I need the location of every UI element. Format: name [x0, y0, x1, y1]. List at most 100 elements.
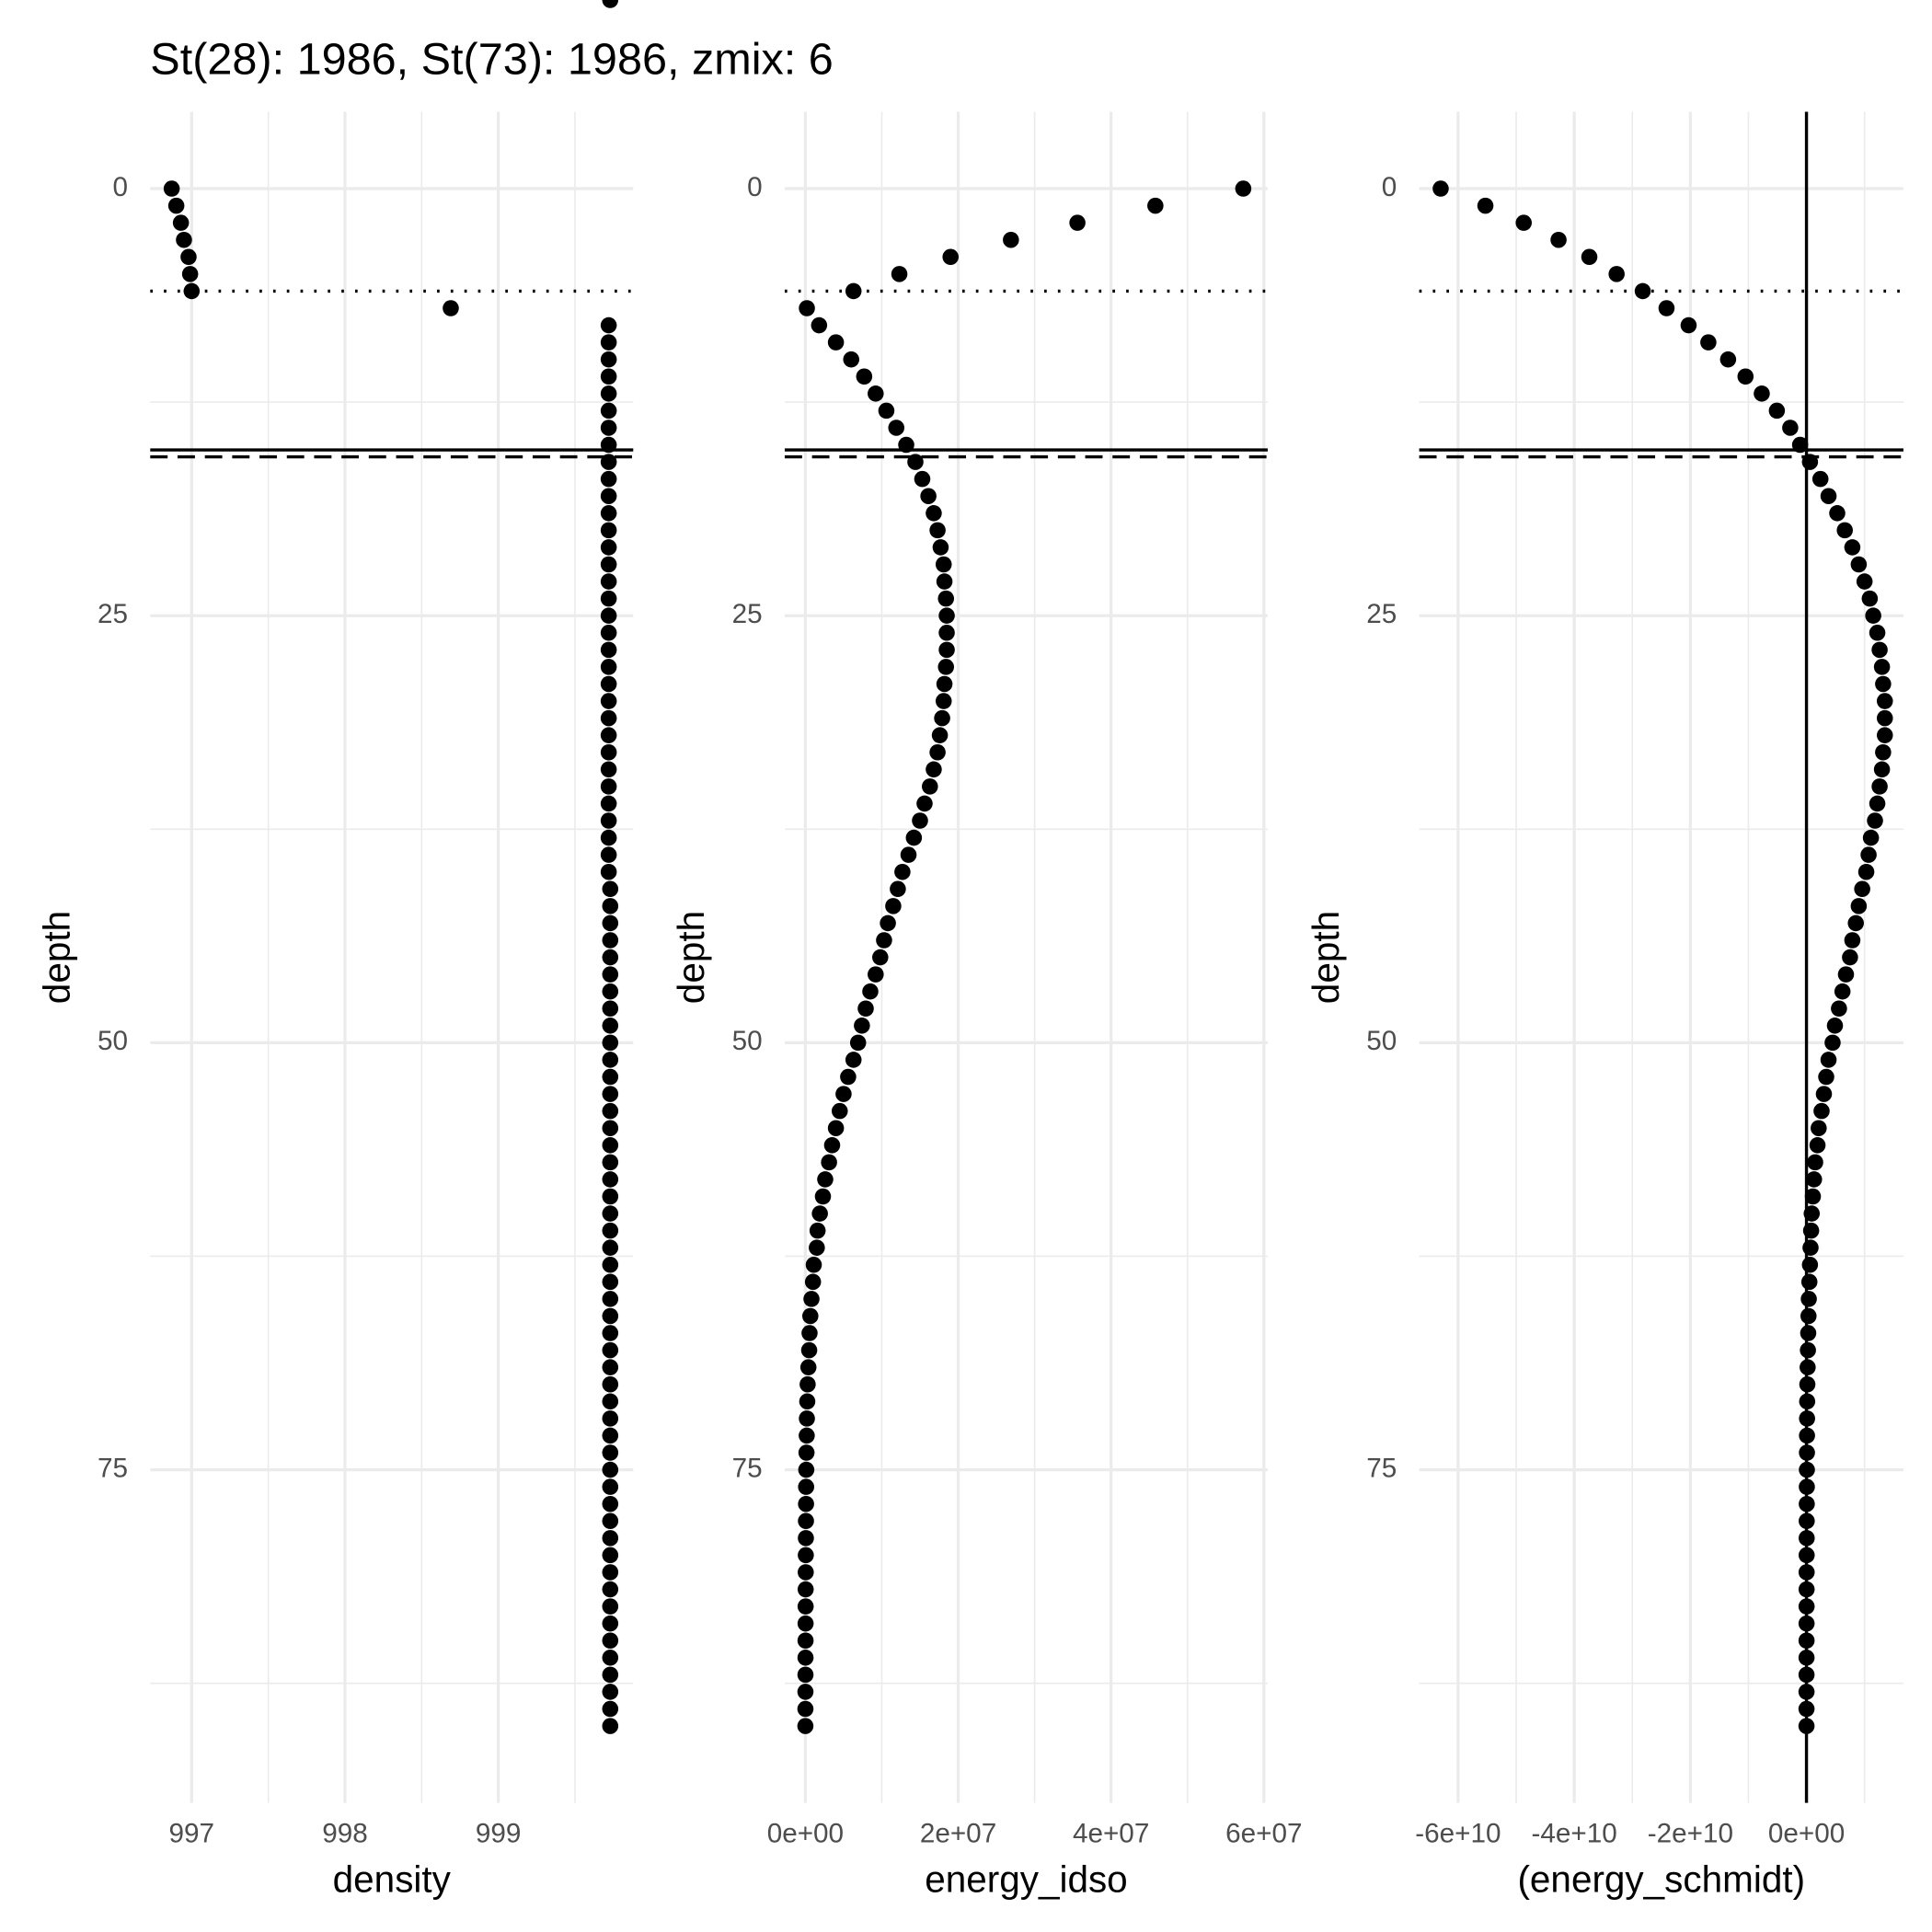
- point: [798, 1512, 814, 1530]
- point: [798, 1530, 814, 1547]
- point: [797, 1632, 814, 1650]
- point: [1799, 1512, 1815, 1530]
- point: [600, 727, 617, 743]
- point: [1869, 624, 1886, 641]
- point: [600, 470, 617, 488]
- point: [1802, 1222, 1820, 1239]
- point: [1799, 1393, 1816, 1410]
- point: [602, 1052, 619, 1068]
- point: [1834, 983, 1851, 1000]
- point: [1069, 214, 1086, 231]
- point: [1820, 1052, 1837, 1068]
- y-tick-label: 75: [732, 1453, 763, 1483]
- point: [1680, 316, 1697, 334]
- point: [602, 1700, 619, 1718]
- y-tick-label: 75: [98, 1453, 128, 1483]
- point: [1799, 1530, 1815, 1547]
- point: [821, 1154, 837, 1171]
- point: [602, 1410, 619, 1427]
- point: [799, 300, 815, 316]
- point: [797, 1700, 814, 1718]
- point: [876, 932, 892, 949]
- point: [942, 248, 959, 266]
- point: [1800, 1291, 1817, 1307]
- point: [1798, 1684, 1815, 1700]
- point: [600, 334, 617, 351]
- point: [936, 573, 953, 590]
- point: [1799, 1461, 1815, 1478]
- point: [811, 1205, 828, 1222]
- point: [1857, 863, 1875, 880]
- point: [1800, 1273, 1818, 1291]
- point: [600, 641, 617, 659]
- point: [1700, 334, 1717, 351]
- point: [1807, 1154, 1823, 1171]
- point: [1826, 1018, 1844, 1034]
- point: [602, 1086, 619, 1102]
- point: [797, 1718, 814, 1734]
- point: [1737, 368, 1754, 385]
- point: [602, 914, 619, 932]
- y-axis-title: depth: [1305, 911, 1347, 1004]
- x-tick-label: 998: [322, 1819, 368, 1849]
- x-tick-label: 4e+07: [1073, 1819, 1149, 1849]
- y-axis-title: depth: [670, 911, 712, 1004]
- point: [935, 693, 952, 709]
- point: [600, 402, 617, 420]
- point: [172, 214, 190, 231]
- point: [1798, 1718, 1815, 1734]
- point: [602, 1291, 619, 1307]
- point: [600, 368, 617, 385]
- point: [1798, 1581, 1815, 1598]
- point: [600, 351, 617, 368]
- point: [600, 863, 617, 880]
- point: [1829, 505, 1846, 522]
- point: [602, 1666, 619, 1684]
- point: [878, 402, 895, 420]
- point: [602, 1222, 619, 1239]
- x-tick-label: 0e+00: [1768, 1819, 1845, 1849]
- point: [805, 1256, 822, 1273]
- point: [854, 1018, 870, 1034]
- point: [1844, 932, 1861, 949]
- point: [600, 659, 617, 675]
- point: [872, 949, 889, 966]
- point: [1871, 641, 1888, 659]
- point: [799, 1359, 817, 1375]
- point: [905, 829, 923, 846]
- point: [602, 1154, 619, 1171]
- point: [797, 1684, 814, 1700]
- point: [900, 846, 917, 863]
- point: [1754, 385, 1770, 402]
- point: [1802, 1239, 1819, 1256]
- point: [1869, 795, 1886, 812]
- x-axis-title: density: [333, 1858, 452, 1901]
- point: [809, 1239, 825, 1256]
- point: [937, 659, 955, 675]
- chart-title: St(28): 1986, St(73): 1986, zmix: 6: [150, 34, 834, 84]
- point: [1811, 470, 1829, 488]
- point: [1798, 1615, 1815, 1632]
- point: [600, 607, 617, 624]
- y-tick-label: 50: [98, 1026, 128, 1056]
- point: [602, 1427, 619, 1444]
- point: [1818, 1068, 1834, 1086]
- point: [1782, 420, 1799, 436]
- point: [600, 522, 617, 539]
- point: [1856, 573, 1873, 590]
- point: [1861, 590, 1879, 607]
- point: [602, 1018, 619, 1034]
- point: [600, 573, 617, 590]
- point: [600, 505, 617, 522]
- point: [1800, 1307, 1817, 1325]
- point: [602, 1341, 619, 1359]
- y-tick-label: 0: [112, 172, 128, 202]
- point: [1798, 1598, 1815, 1615]
- point: [880, 914, 896, 932]
- point: [1798, 1547, 1815, 1564]
- point: [797, 1615, 814, 1632]
- point: [600, 829, 617, 846]
- point: [1799, 1427, 1815, 1444]
- point: [1867, 812, 1883, 829]
